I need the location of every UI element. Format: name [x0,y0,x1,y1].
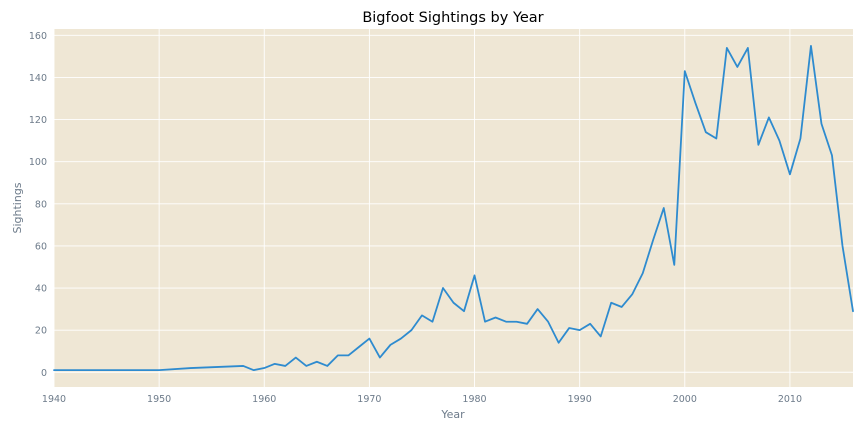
y-axis-label: Sightings [11,182,24,233]
y-tick-label: 140 [29,73,47,84]
y-tick-label: 0 [41,368,47,379]
x-tick-label: 1940 [42,394,66,405]
y-tick-label: 160 [29,31,47,42]
series-layer [53,44,854,372]
y-tick-label: 20 [35,326,47,337]
y-tick-label: 100 [29,157,47,168]
chart-title: Bigfoot Sightings by Year [362,10,543,26]
y-tick-label: 120 [29,115,47,126]
x-tick-label: 1970 [357,394,381,405]
series-line [53,44,854,372]
x-tick-label: 1960 [252,394,276,405]
x-tick-label: 1980 [462,394,486,405]
tick-labels: 1940 1950 1960 1970 1980 1990 2000 2010 0 20 40 60 8… [29,31,802,405]
x-axis-label: Year [440,408,465,421]
x-tick-label: 2000 [673,394,697,405]
y-tick-label: 80 [35,199,47,210]
x-tick-label: 1990 [568,394,592,405]
plot-background [54,29,853,387]
y-tick-label: 40 [35,284,47,295]
grid-lines [53,29,853,387]
x-tick-label: 2010 [778,394,802,405]
x-tick-label: 1950 [147,394,171,405]
y-tick-label: 60 [35,241,47,252]
